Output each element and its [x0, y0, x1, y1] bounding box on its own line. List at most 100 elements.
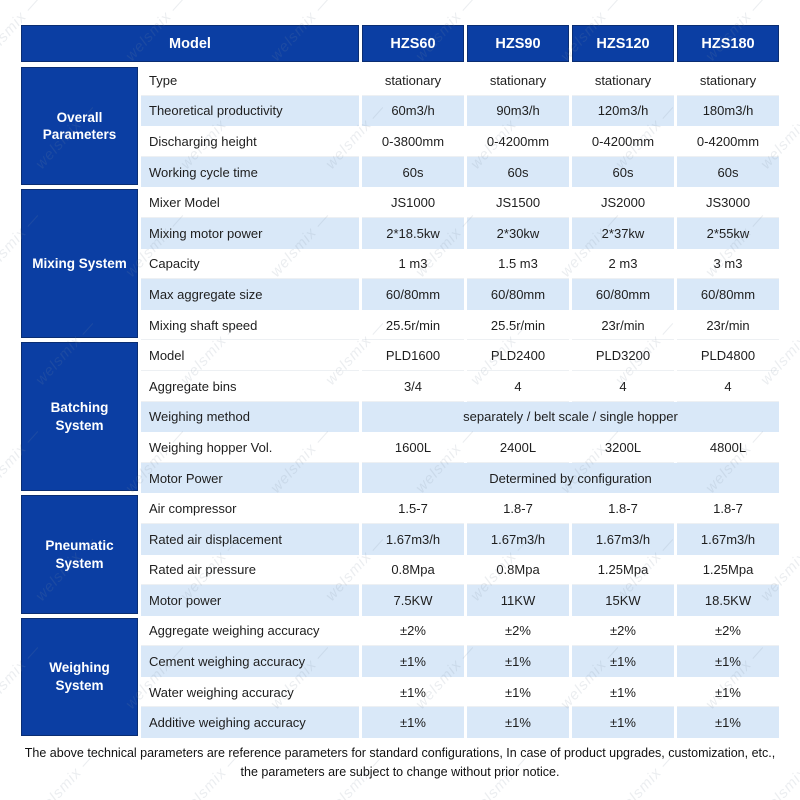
- row-value: stationary: [572, 65, 674, 96]
- row-label: Type: [141, 65, 359, 96]
- row-value: 1.67m3/h: [572, 523, 674, 555]
- row-label: Mixer Model: [141, 187, 359, 218]
- row-label: Air compressor: [141, 493, 359, 524]
- row-label: Weighing method: [141, 401, 359, 433]
- row-value: stationary: [362, 65, 464, 96]
- section-label-batching-system: Batching System: [21, 342, 138, 492]
- row-value: 4: [572, 370, 674, 402]
- row-value: 4800L: [677, 432, 779, 463]
- row-label: Working cycle time: [141, 156, 359, 188]
- row-value: 60/80mm: [467, 279, 569, 310]
- row-value: 3 m3: [677, 248, 779, 280]
- header-model-label: Model: [169, 35, 211, 52]
- row-value: ±2%: [572, 615, 674, 647]
- section-rail: Overall Parameters Mixing System Batching …: [21, 65, 138, 738]
- row-value: ±1%: [467, 707, 569, 739]
- row-value: 2*30kw: [467, 217, 569, 249]
- table-row-pneumatic-system-rated-air-displacement: Rated air displacement 1.67m3/h 1.67m3/h 1.…: [141, 523, 779, 555]
- row-label: Motor Power: [141, 462, 359, 494]
- row-value: ±1%: [362, 646, 464, 677]
- row-value: 3/4: [362, 370, 464, 402]
- row-value: ±1%: [362, 707, 464, 739]
- section-label-overall-parameters: Overall Parameters: [21, 67, 138, 186]
- row-value: 1.8-7: [467, 493, 569, 524]
- row-value: 60/80mm: [572, 279, 674, 310]
- row-value: ±1%: [677, 646, 779, 677]
- row-value: ±1%: [362, 676, 464, 708]
- table-header-row: Model HZS60 HZS90 HZS120 HZS180: [21, 25, 779, 62]
- table-row-weighing-system-additive-weighing-accuracy: Additive weighing accuracy ±1% ±1% ±1% ±1%: [141, 707, 779, 739]
- row-value: ±1%: [467, 646, 569, 677]
- row-label: Water weighing accuracy: [141, 676, 359, 708]
- row-value: 23r/min: [677, 309, 779, 341]
- row-value: 1.5 m3: [467, 248, 569, 280]
- row-value: 1.67m3/h: [362, 523, 464, 555]
- row-value: ±2%: [677, 615, 779, 647]
- row-value: 1.67m3/h: [467, 523, 569, 555]
- footer-note-line1: The above technical parameters are refer…: [24, 746, 776, 760]
- row-value: 0-3800mm: [362, 126, 464, 157]
- footer-note: The above technical parameters are refer…: [0, 744, 800, 783]
- row-label: Cement weighing accuracy: [141, 646, 359, 677]
- row-value: 1.8-7: [572, 493, 674, 524]
- row-label: Theoretical productivity: [141, 95, 359, 127]
- row-value: PLD3200: [572, 340, 674, 371]
- row-label: Motor power: [141, 585, 359, 616]
- row-value: 1.25Mpa: [677, 554, 779, 586]
- row-value: ±1%: [572, 676, 674, 708]
- row-value: 4: [467, 370, 569, 402]
- row-value: 180m3/h: [677, 95, 779, 127]
- table-row-batching-system-motor-power: Motor Power Determined by configuration: [141, 462, 779, 494]
- header-column-hzs90: HZS90: [467, 25, 569, 62]
- row-value: 1.5-7: [362, 493, 464, 524]
- row-value: ±1%: [572, 646, 674, 677]
- row-value: ±1%: [677, 707, 779, 739]
- row-value: 60/80mm: [677, 279, 779, 310]
- row-label: Weighing hopper Vol.: [141, 432, 359, 463]
- table-row-batching-system-aggregate-bins: Aggregate bins 3/4 4 4 4: [141, 370, 779, 402]
- row-value: 7.5KW: [362, 585, 464, 616]
- row-value: 11KW: [467, 585, 569, 616]
- row-label: Model: [141, 340, 359, 371]
- row-value: 2400L: [467, 432, 569, 463]
- row-value: 0-4200mm: [677, 126, 779, 157]
- row-value: ±1%: [467, 676, 569, 708]
- table-row-mixing-system-capacity: Capacity 1 m3 1.5 m3 2 m3 3 m3: [141, 248, 779, 280]
- row-value: 1 m3: [362, 248, 464, 280]
- table-row-overall-parameters-discharging-height: Discharging height 0-3800mm 0-4200mm 0-4200…: [141, 126, 779, 157]
- table-row-mixing-system-mixer-model: Mixer Model JS1000 JS1500 JS2000 JS3000: [141, 187, 779, 218]
- row-value: stationary: [677, 65, 779, 96]
- row-value: 60s: [572, 156, 674, 188]
- row-label: Mixing shaft speed: [141, 309, 359, 341]
- header-column-hzs180: HZS180: [677, 25, 779, 62]
- row-label: Rated air pressure: [141, 554, 359, 586]
- row-span-value: Determined by configuration: [362, 462, 779, 494]
- table-row-batching-system-weighing-method: Weighing method separately / belt scale /…: [141, 401, 779, 433]
- row-value: 1.67m3/h: [677, 523, 779, 555]
- row-value: 60m3/h: [362, 95, 464, 127]
- row-label: Max aggregate size: [141, 279, 359, 310]
- table-row-overall-parameters-type: Type stationary stationary stationary statio…: [141, 65, 779, 96]
- table-body: Overall Parameters Mixing System Batching …: [21, 65, 779, 739]
- section-cell-wrap-batching-system: Batching System: [21, 340, 138, 493]
- row-value: 3200L: [572, 432, 674, 463]
- section-label-weighing-system: Weighing System: [21, 617, 138, 737]
- section-cell-wrap-overall-parameters: Overall Parameters: [21, 65, 138, 187]
- row-value: 2*37kw: [572, 217, 674, 249]
- row-value: 1600L: [362, 432, 464, 463]
- row-label: Aggregate weighing accuracy: [141, 615, 359, 647]
- row-value: 1.8-7: [677, 493, 779, 524]
- row-value: stationary: [467, 65, 569, 96]
- row-value: 60s: [362, 156, 464, 188]
- row-value: 4: [677, 370, 779, 402]
- section-label-pneumatic-system: Pneumatic System: [21, 495, 138, 614]
- table-row-pneumatic-system-air-compressor: Air compressor 1.5-7 1.8-7 1.8-7 1.8-7: [141, 493, 779, 524]
- row-value: 60s: [677, 156, 779, 188]
- table-row-mixing-system-mixing-motor-power: Mixing motor power 2*18.5kw 2*30kw 2*37kw 2*…: [141, 217, 779, 249]
- footer-note-line2: the parameters are subject to change wit…: [240, 765, 560, 780]
- row-value: 18.5KW: [677, 585, 779, 616]
- table-row-weighing-system-cement-weighing-accuracy: Cement weighing accuracy ±1% ±1% ±1% ±1%: [141, 646, 779, 677]
- section-label-mixing-system: Mixing System: [21, 189, 138, 339]
- row-value: 23r/min: [572, 309, 674, 341]
